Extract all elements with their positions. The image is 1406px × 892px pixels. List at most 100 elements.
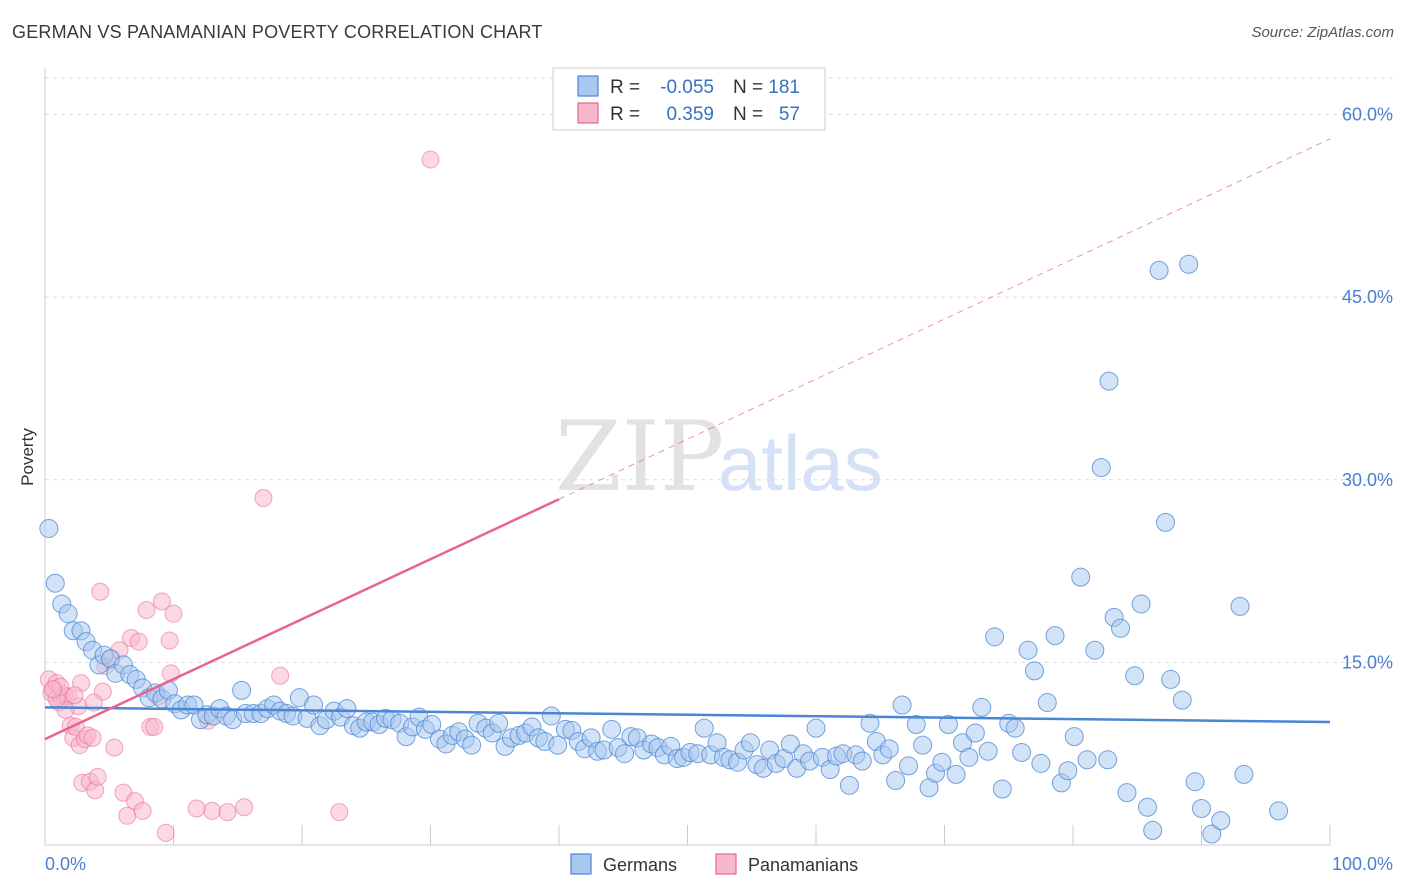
chart-title: GERMAN VS PANAMANIAN POVERTY CORRELATION…	[12, 22, 543, 42]
germans-point	[602, 719, 622, 739]
germans-point	[1172, 690, 1192, 710]
germans-trend-line	[44, 706, 1331, 724]
germans-point	[978, 741, 998, 761]
panamanians-point	[133, 801, 152, 820]
germans-point	[906, 714, 926, 734]
panamanians-point	[156, 823, 175, 842]
panamanians-point	[421, 150, 440, 169]
watermark-zip: ZIP	[555, 401, 724, 513]
legend-r-value-germans: -0.055	[660, 77, 714, 98]
germans-point	[1005, 718, 1025, 738]
panamanians-point	[65, 686, 84, 705]
y-tick-label-30: 30.0%	[1342, 470, 1393, 490]
series-legend-label-panamanians: Panamanians	[748, 855, 858, 875]
germans-point	[232, 680, 252, 700]
legend-n-label-panamanians: N =	[733, 104, 763, 125]
y-tick-label-60: 60.0%	[1342, 105, 1393, 125]
germans-point	[938, 714, 958, 734]
germans-point	[1185, 772, 1205, 792]
y-axis-label: Poverty	[18, 428, 37, 486]
watermark: ZIP atlas	[555, 401, 883, 513]
germans-point	[965, 723, 985, 743]
germans-point	[1071, 567, 1091, 587]
germans-point	[1192, 798, 1211, 818]
y-tick-label-15: 15.0%	[1342, 652, 1393, 672]
germans-point	[985, 627, 1005, 647]
germans-point	[972, 697, 992, 717]
germans-point	[946, 764, 966, 784]
source-credit: Source: ZipAtlas.com	[1251, 24, 1394, 41]
germans-point	[1138, 797, 1158, 817]
germans-point	[1269, 801, 1289, 821]
germans-point	[899, 756, 919, 776]
germans-points	[39, 254, 1289, 844]
germans-point	[489, 713, 509, 733]
germans-point	[1161, 669, 1181, 689]
germans-point	[852, 751, 872, 771]
panamanians-point	[235, 798, 254, 817]
germans-point	[1091, 458, 1111, 478]
germans-point	[1058, 761, 1078, 781]
germans-point	[1156, 512, 1176, 532]
panamanians-point	[152, 592, 171, 611]
germans-point	[337, 699, 357, 719]
series-legend-swatch-germans	[570, 853, 592, 875]
legend-r-value-panamanians: 0.359	[666, 104, 714, 125]
germans-point	[1064, 727, 1084, 747]
germans-point	[892, 695, 912, 715]
germans-point	[45, 573, 65, 593]
germans-point	[932, 752, 952, 772]
germans-point	[1045, 626, 1065, 646]
germans-point	[1031, 753, 1051, 773]
panamanians-point	[83, 728, 102, 747]
series-legend-label-germans: Germans	[603, 855, 677, 875]
legend-n-value-panamanians: 57	[779, 104, 800, 125]
panamanians-point	[330, 803, 349, 822]
panamanians-point	[105, 738, 124, 757]
germans-point	[615, 744, 635, 764]
germans-point	[1111, 618, 1131, 638]
germans-point	[913, 735, 933, 755]
germans-point	[959, 747, 979, 767]
legend-r-label-panamanians: R =	[610, 104, 640, 125]
legend-n-value-germans: 181	[768, 77, 800, 98]
germans-point	[422, 714, 442, 734]
germans-point	[1143, 820, 1163, 840]
germans-point	[1037, 693, 1057, 713]
germans-point	[806, 718, 826, 738]
panamanians-point	[43, 680, 62, 699]
panamanians-point	[254, 489, 273, 508]
germans-point	[1012, 742, 1032, 762]
germans-point	[1018, 640, 1038, 660]
germans-point	[39, 518, 59, 538]
germans-point	[1099, 371, 1119, 391]
y-tick-label-45: 45.0%	[1342, 287, 1393, 307]
stats-legend: R = -0.055 N = 181 R = 0.359 N = 57	[552, 67, 826, 131]
germans-point	[694, 718, 714, 738]
legend-n-label-germans: N =	[733, 77, 763, 98]
germans-point	[1230, 596, 1250, 616]
trend-lines	[44, 138, 1331, 741]
grid-lines	[45, 77, 1395, 663]
germans-point	[992, 779, 1012, 799]
series-legend: Germans Panamanians	[570, 853, 858, 875]
germans-point	[548, 735, 568, 755]
germans-point	[886, 770, 906, 790]
germans-point	[1085, 640, 1105, 660]
legend-swatch-panamanians	[577, 102, 599, 124]
axes	[44, 68, 1331, 846]
panamanians-trend-extension	[558, 138, 1331, 500]
panamanians-point	[218, 803, 237, 822]
germans-point	[1149, 260, 1169, 280]
panamanians-point	[88, 767, 107, 786]
germans-point	[1117, 783, 1137, 803]
germans-point	[1125, 666, 1145, 686]
tick-labels: 15.0% 30.0% 45.0% 60.0% 0.0% 100.0%	[45, 105, 1393, 874]
panamanians-point	[91, 582, 110, 601]
germans-point	[1179, 254, 1199, 274]
x-tick-label-max: 100.0%	[1332, 854, 1393, 874]
legend-r-label-germans: R =	[610, 77, 640, 98]
germans-point	[879, 739, 899, 759]
panamanians-points	[39, 150, 440, 842]
panamanians-point	[145, 717, 164, 736]
